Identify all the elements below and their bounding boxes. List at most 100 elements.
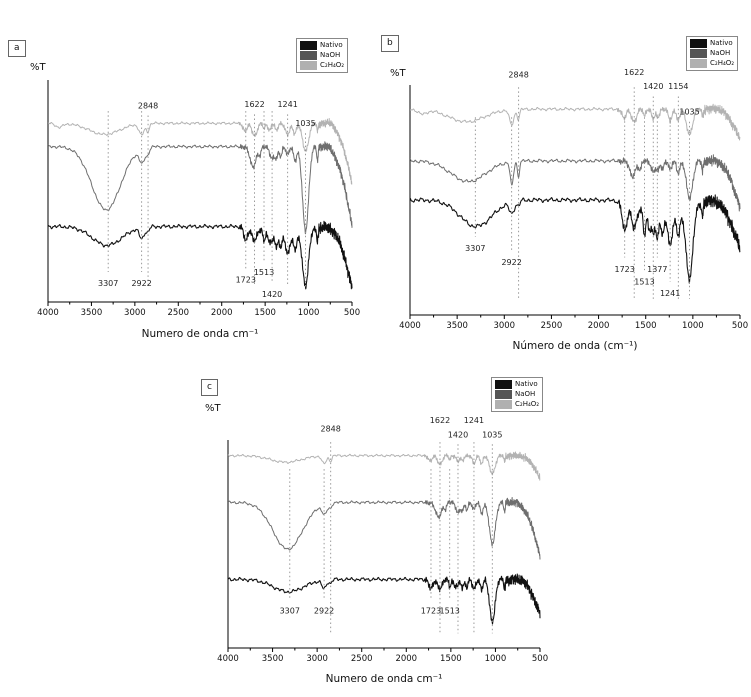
x-tick-label: 2000 bbox=[395, 654, 417, 664]
x-tick-label: 2500 bbox=[541, 321, 563, 331]
x-axis-label: Numero de onda cm⁻¹ bbox=[325, 673, 443, 685]
peak-label-1723: 1723 bbox=[615, 265, 635, 274]
legend-swatch-icon bbox=[495, 380, 512, 389]
peak-label-1420: 1420 bbox=[643, 82, 663, 91]
series-line-nativo bbox=[409, 194, 741, 284]
series-line-c2h4o2 bbox=[409, 103, 741, 141]
spectra-plot-c: 4000 3500 3000 2500 2000 1500 1000 500 2848 1622 1… bbox=[217, 416, 548, 664]
peak-label-1377: 1377 bbox=[647, 265, 667, 274]
series-line-naoh bbox=[409, 154, 741, 212]
x-tick-label: 3000 bbox=[493, 321, 515, 331]
legend-label: Nativo bbox=[515, 380, 538, 389]
series-line-c2h4o2 bbox=[47, 118, 353, 185]
peak-label-1622: 1622 bbox=[624, 68, 644, 77]
legend-swatch-icon bbox=[495, 400, 512, 409]
legend-label: C₂H₄O₂ bbox=[710, 59, 735, 68]
peak-label-1420: 1420 bbox=[262, 290, 282, 299]
panel-c: 4000 3500 3000 2500 2000 1500 1000 500 2848 1622 1… bbox=[193, 373, 555, 697]
peak-label-2848: 2848 bbox=[321, 424, 341, 433]
peak-label-1513: 1513 bbox=[254, 268, 274, 277]
x-tick-label: 1000 bbox=[485, 654, 507, 664]
peak-label-1035: 1035 bbox=[679, 107, 699, 116]
peak-label-1513: 1513 bbox=[440, 606, 460, 615]
legend-label: C₂H₄O₂ bbox=[320, 61, 345, 70]
peak-label-1622: 1622 bbox=[430, 416, 450, 425]
peak-label-2922: 2922 bbox=[501, 258, 521, 267]
spectra-plot-b: 4000 3500 3000 2500 2000 1500 1000 500 2848 1622 1… bbox=[399, 68, 748, 331]
legend-label: NaOH bbox=[515, 390, 536, 399]
x-axis-label: Número de onda (cm⁻¹) bbox=[512, 340, 638, 352]
y-axis-label: %T bbox=[30, 62, 46, 73]
series-line-nativo bbox=[47, 220, 353, 290]
peak-label-3307: 3307 bbox=[465, 244, 485, 253]
y-axis-label: %T bbox=[205, 403, 221, 414]
legend-item: NaOH bbox=[300, 51, 344, 60]
legend-item: NaOH bbox=[690, 49, 734, 58]
x-tick-label: 2500 bbox=[351, 654, 373, 664]
panel-a: 4000 3500 3000 2500 2000 1500 1000 500 2848 1622 1… bbox=[2, 8, 374, 360]
legend-item: Nativo bbox=[495, 380, 539, 389]
legend-item: C₂H₄O₂ bbox=[495, 400, 539, 409]
x-tick-label: 4000 bbox=[37, 308, 59, 318]
x-tick-label: 2000 bbox=[588, 321, 610, 331]
x-tick-label: 3500 bbox=[262, 654, 284, 664]
legend-swatch-icon bbox=[690, 39, 707, 48]
peak-label-3307: 3307 bbox=[280, 606, 300, 615]
panel-letter-b: b bbox=[381, 35, 399, 52]
legend-label: Nativo bbox=[710, 39, 733, 48]
peak-label-1622: 1622 bbox=[244, 100, 264, 109]
peak-label-2848: 2848 bbox=[508, 70, 528, 79]
series-line-naoh bbox=[47, 141, 353, 235]
series-line-naoh bbox=[227, 496, 541, 560]
legend: Nativo NaOH C₂H₄O₂ bbox=[686, 36, 739, 71]
x-tick-label: 1000 bbox=[682, 321, 704, 331]
peak-label-1241: 1241 bbox=[277, 100, 297, 109]
legend-item: Nativo bbox=[300, 41, 344, 50]
peak-label-1241: 1241 bbox=[660, 289, 680, 298]
x-tick-label: 2500 bbox=[167, 308, 189, 318]
x-tick-label: 500 bbox=[732, 321, 748, 331]
peak-label-1513: 1513 bbox=[634, 277, 654, 286]
x-tick-label: 2000 bbox=[211, 308, 233, 318]
peak-label-2922: 2922 bbox=[131, 279, 151, 288]
x-tick-label: 1500 bbox=[635, 321, 657, 331]
x-tick-label: 1000 bbox=[298, 308, 320, 318]
legend-swatch-icon bbox=[495, 390, 512, 399]
peak-label-1154: 1154 bbox=[668, 82, 688, 91]
x-axis-label: Numero de onda cm⁻¹ bbox=[141, 328, 259, 340]
peak-label-1241: 1241 bbox=[464, 416, 484, 425]
series-line-c2h4o2 bbox=[227, 451, 541, 481]
legend-swatch-icon bbox=[690, 49, 707, 58]
legend-label: NaOH bbox=[320, 51, 341, 60]
legend: Nativo NaOH C₂H₄O₂ bbox=[491, 377, 544, 412]
legend-item: C₂H₄O₂ bbox=[300, 61, 344, 70]
y-axis-label: %T bbox=[390, 68, 406, 79]
panel-letter-a: a bbox=[8, 40, 26, 57]
panel-b: 4000 3500 3000 2500 2000 1500 1000 500 2848 1622 1… bbox=[376, 28, 750, 364]
legend-label: NaOH bbox=[710, 49, 731, 58]
panel-letter-c: c bbox=[201, 379, 218, 396]
legend-label: Nativo bbox=[320, 41, 343, 50]
x-tick-label: 4000 bbox=[399, 321, 421, 331]
peak-label-1035: 1035 bbox=[295, 119, 315, 128]
peak-label-1420: 1420 bbox=[448, 431, 468, 440]
legend-item: Nativo bbox=[690, 39, 734, 48]
x-tick-label: 500 bbox=[532, 654, 548, 664]
x-tick-label: 3500 bbox=[446, 321, 468, 331]
peak-label-2848: 2848 bbox=[138, 101, 158, 110]
x-tick-label: 3500 bbox=[81, 308, 103, 318]
peak-label-1723: 1723 bbox=[236, 276, 256, 285]
legend-swatch-icon bbox=[300, 41, 317, 50]
legend-label: C₂H₄O₂ bbox=[515, 400, 540, 409]
legend: Nativo NaOH C₂H₄O₂ bbox=[296, 38, 349, 73]
legend-item: C₂H₄O₂ bbox=[690, 59, 734, 68]
x-tick-label: 4000 bbox=[217, 654, 239, 664]
series-line-nativo bbox=[227, 573, 541, 625]
peak-label-2922: 2922 bbox=[314, 606, 334, 615]
legend-swatch-icon bbox=[300, 61, 317, 70]
x-tick-label: 500 bbox=[344, 308, 360, 318]
peak-label-1035: 1035 bbox=[482, 431, 502, 440]
spectra-plot-a: 4000 3500 3000 2500 2000 1500 1000 500 2848 1622 1… bbox=[37, 80, 360, 318]
x-tick-label: 1500 bbox=[440, 654, 462, 664]
